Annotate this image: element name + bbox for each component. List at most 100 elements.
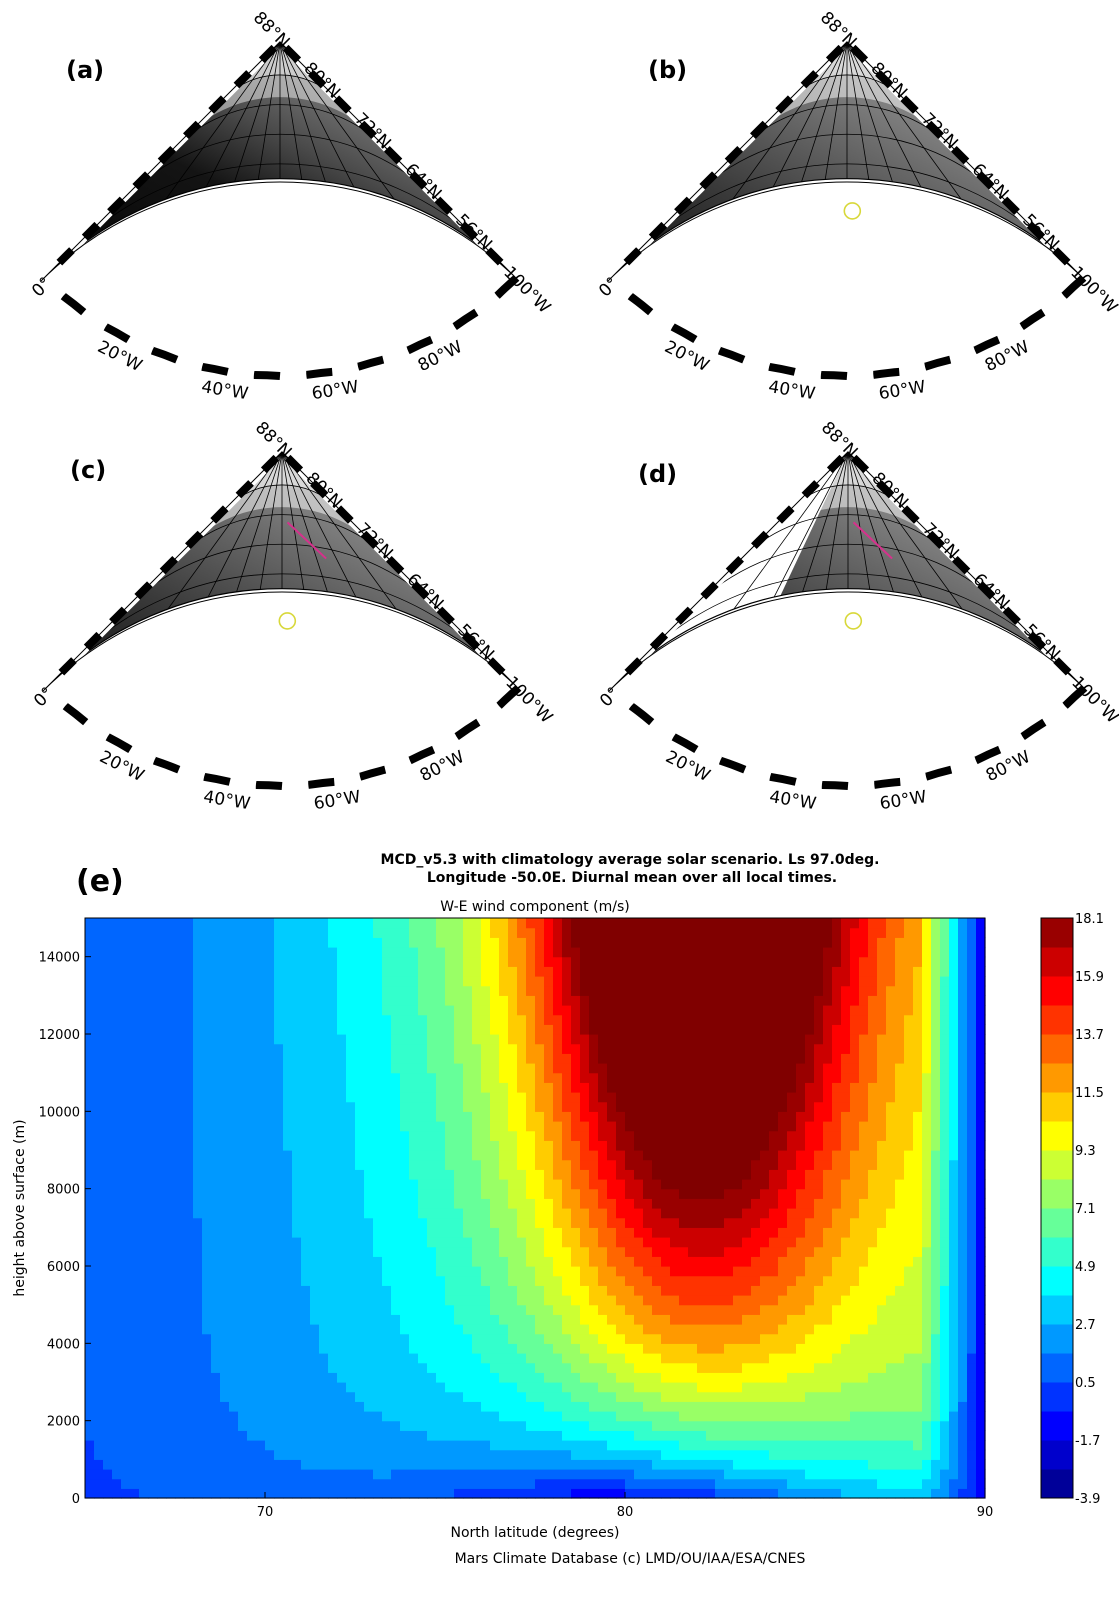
contour-cell <box>112 1276 122 1286</box>
contour-cell <box>319 1411 329 1421</box>
contour-cell <box>571 1198 581 1208</box>
contour-cell <box>355 1479 365 1489</box>
contour-cell <box>751 1256 761 1266</box>
contour-cell <box>688 1189 698 1199</box>
contour-cell <box>580 918 590 928</box>
contour-cell <box>238 1459 248 1469</box>
contour-cell <box>301 1189 311 1199</box>
contour-cell <box>130 995 140 1005</box>
contour-cell <box>724 1092 734 1102</box>
contour-cell <box>571 1237 581 1247</box>
contour-cell <box>355 1034 365 1044</box>
contour-cell <box>112 1392 122 1402</box>
contour-cell <box>733 1401 743 1411</box>
contour-cell <box>94 1459 104 1469</box>
contour-cell <box>526 1363 536 1373</box>
contour-cell <box>274 1334 284 1344</box>
contour-cell <box>706 937 716 947</box>
contour-cell <box>436 1063 446 1073</box>
contour-cell <box>535 1479 545 1489</box>
contour-cell <box>229 1053 239 1063</box>
panel-label: (b) <box>648 56 687 84</box>
contour-cell <box>427 1160 437 1170</box>
contour-cell <box>562 976 572 986</box>
contour-cell <box>94 1479 104 1489</box>
contour-cell <box>679 1372 689 1382</box>
contour-cell <box>715 986 725 996</box>
contour-cell <box>697 1150 707 1160</box>
contour-cell <box>445 1179 455 1189</box>
contour-cell <box>265 995 275 1005</box>
contour-cell <box>238 1227 248 1237</box>
contour-cell <box>625 1401 635 1411</box>
contour-cell <box>166 1131 176 1141</box>
contour-cell <box>535 1440 545 1450</box>
contour-cell <box>670 1276 680 1286</box>
contour-cell <box>166 1024 176 1034</box>
contour-cell <box>319 1198 329 1208</box>
contour-cell <box>319 1111 329 1121</box>
contour-cell <box>373 1131 383 1141</box>
contour-cell <box>238 1179 248 1189</box>
contour-cell <box>598 1082 608 1092</box>
contour-cell <box>598 1285 608 1295</box>
contour-cell <box>472 1102 482 1112</box>
contour-cell <box>445 1353 455 1363</box>
contour-cell <box>517 1488 527 1498</box>
contour-cell <box>391 995 401 1005</box>
contour-cell <box>85 1034 95 1044</box>
contour-cell <box>148 1024 158 1034</box>
contour-cell <box>193 1488 203 1498</box>
contour-cell <box>724 1121 734 1131</box>
contour-cell <box>301 1469 311 1479</box>
contour-cell <box>283 1430 293 1440</box>
contour-cell <box>670 976 680 986</box>
contour-cell <box>193 1218 203 1228</box>
contour-cell <box>436 1102 446 1112</box>
contour-cell <box>148 1005 158 1015</box>
contour-cell <box>94 1440 104 1450</box>
contour-cell <box>634 1169 644 1179</box>
contour-cell <box>175 1073 185 1083</box>
contour-cell <box>283 1440 293 1450</box>
contour-cell <box>418 1392 428 1402</box>
contour-cell <box>121 1198 131 1208</box>
contour-cell <box>580 1005 590 1015</box>
contour-cell <box>436 1218 446 1228</box>
contour-cell <box>634 1208 644 1218</box>
contour-cell <box>454 1073 464 1083</box>
contour-cell <box>229 1343 239 1353</box>
contour-cell <box>733 1430 743 1440</box>
contour-cell <box>220 1314 230 1324</box>
contour-cell <box>607 1411 617 1421</box>
contour-cell <box>589 1343 599 1353</box>
contour-cell <box>310 928 320 938</box>
contour-cell <box>715 1237 725 1247</box>
contour-cell <box>418 1247 428 1257</box>
contour-cell <box>634 1430 644 1440</box>
contour-cell <box>409 1015 419 1025</box>
contour-cell <box>400 1343 410 1353</box>
contour-cell <box>409 1053 419 1063</box>
contour-cell <box>418 1411 428 1421</box>
contour-cell <box>85 986 95 996</box>
contour-cell <box>292 918 302 928</box>
contour-cell <box>337 986 347 996</box>
contour-cell <box>256 1237 266 1247</box>
contour-cell <box>661 1372 671 1382</box>
contour-cell <box>85 947 95 957</box>
contour-cell <box>211 1150 221 1160</box>
contour-cell <box>418 1179 428 1189</box>
contour-cell <box>166 1421 176 1431</box>
contour-cell <box>382 1440 392 1450</box>
contour-cell <box>157 1024 167 1034</box>
contour-cell <box>436 1169 446 1179</box>
contour-cell <box>409 1372 419 1382</box>
contour-cell <box>517 1053 527 1063</box>
contour-cell <box>616 976 626 986</box>
contour-cell <box>103 918 113 928</box>
contour-cell <box>364 1218 374 1228</box>
contour-cell <box>184 1392 194 1402</box>
contour-cell <box>373 1160 383 1170</box>
contour-cell <box>760 1488 770 1498</box>
